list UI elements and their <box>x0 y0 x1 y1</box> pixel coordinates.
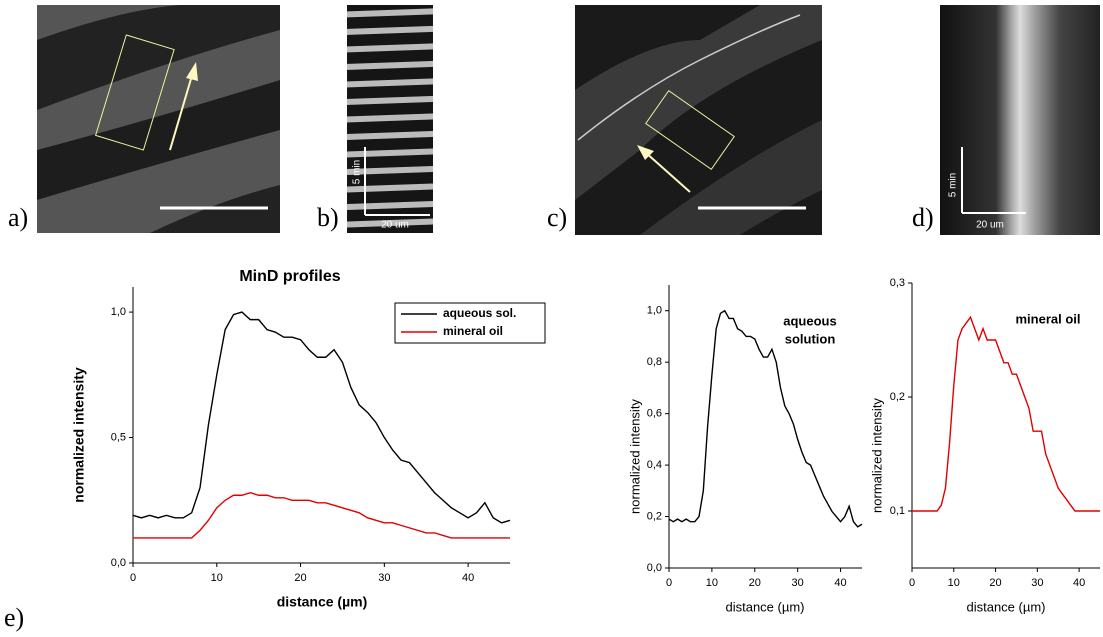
legend-label: aqueous sol. <box>443 306 516 320</box>
legend-label: mineral oil <box>443 324 503 338</box>
x-tick-label: 20 <box>294 572 306 584</box>
x-tick-label: 40 <box>462 572 474 584</box>
scale-label: 20 um <box>976 220 1004 231</box>
panel-label: b) <box>317 203 339 232</box>
x-tick-label: 0 <box>666 577 672 589</box>
image-c <box>575 5 822 235</box>
chart-title: MinD profiles <box>239 268 340 285</box>
x-tick-label: 20 <box>749 577 761 589</box>
panel-label: c) <box>547 203 567 232</box>
y-tick-label: 0,0 <box>111 557 126 569</box>
x-axis-label: distance (µm) <box>966 599 1045 614</box>
x-tick-label: 0 <box>130 572 136 584</box>
y-tick-label: 0,6 <box>647 408 662 420</box>
y-tick-label: 0,1 <box>890 505 905 517</box>
x-tick-label: 30 <box>1031 577 1043 589</box>
image-a <box>37 5 280 233</box>
panel-label: e) <box>4 603 24 632</box>
annotation: aqueous <box>783 313 836 328</box>
y-axis-label: normalized intensity <box>627 399 642 514</box>
image-b <box>347 5 433 233</box>
data-line <box>132 311 511 524</box>
panel-label: d) <box>912 203 934 232</box>
scale-label: 5 min <box>948 173 959 197</box>
y-tick-label: 0,2 <box>647 510 662 522</box>
x-axis-label: distance (µm) <box>277 594 368 610</box>
x-tick-label: 40 <box>1073 577 1085 589</box>
y-tick-label: 1,0 <box>647 305 662 317</box>
image-d <box>940 5 1100 235</box>
x-tick-label: 40 <box>834 577 846 589</box>
panel-label: a) <box>8 203 28 232</box>
y-tick-label: 0,5 <box>111 431 126 443</box>
y-tick-label: 0,4 <box>647 459 662 471</box>
scale-label: 20 um <box>381 220 409 231</box>
data-line <box>133 492 510 539</box>
scale-texts: 5 min 20 um 5 min 20 um <box>352 160 1004 231</box>
x-tick-label: 10 <box>706 577 718 589</box>
x-tick-label: 10 <box>948 577 960 589</box>
annotation: mineral oil <box>1015 311 1080 326</box>
scale-label: 5 min <box>352 160 363 184</box>
legend-box <box>394 302 546 344</box>
y-tick-label: 1,0 <box>111 306 126 318</box>
x-tick-label: 20 <box>989 577 1001 589</box>
x-tick-label: 30 <box>378 572 390 584</box>
x-tick-label: 0 <box>909 577 915 589</box>
y-tick-label: 0,3 <box>890 277 905 289</box>
x-tick-label: 10 <box>211 572 223 584</box>
data-line <box>668 309 863 528</box>
x-tick-label: 30 <box>792 577 804 589</box>
y-axis-label: normalized intensity <box>869 398 884 513</box>
y-axis-label: normalized intensity <box>71 367 87 503</box>
y-tick-label: 0,2 <box>890 391 905 403</box>
x-axis-label: distance (µm) <box>725 599 804 614</box>
data-line <box>912 315 1100 512</box>
annotation: solution <box>785 331 836 346</box>
y-tick-label: 0,8 <box>647 356 662 368</box>
y-tick-label: 0,0 <box>647 562 662 574</box>
